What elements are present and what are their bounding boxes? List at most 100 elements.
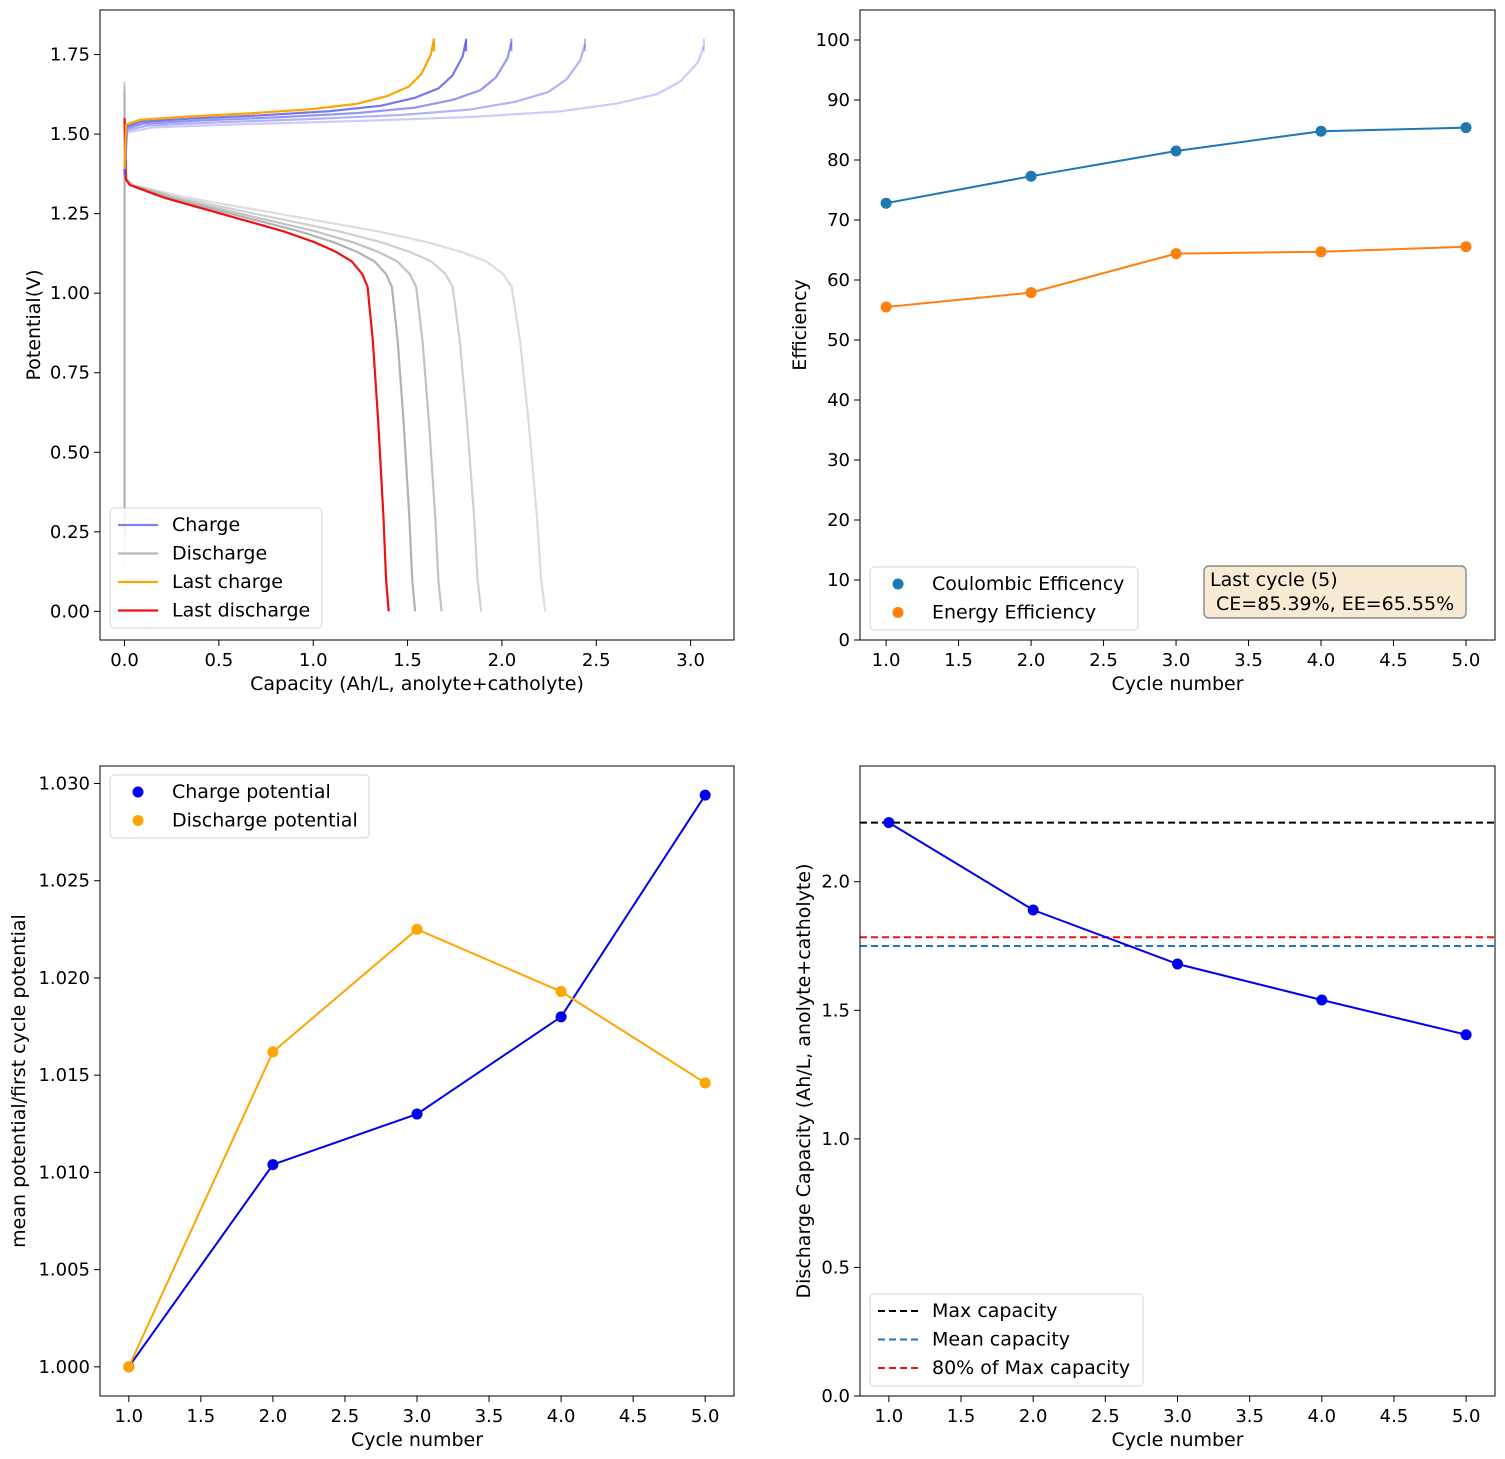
y-tick-label: 1.25 — [50, 204, 90, 225]
x-axis-label: Capacity (Ah/L, anolyte+catholyte) — [250, 673, 584, 695]
x-tick-label: 4.5 — [1379, 650, 1408, 671]
y-tick-label: 1.015 — [38, 1065, 90, 1086]
x-tick-label: 2.5 — [1089, 650, 1118, 671]
x-tick-label: 4.0 — [1307, 1406, 1336, 1427]
y-tick-label: 1.0 — [821, 1129, 850, 1150]
y-tick-label: 1.5 — [821, 1000, 850, 1021]
last-charge-curve — [123, 38, 436, 170]
legend-frame — [109, 507, 323, 629]
y-tick-label: 0.0 — [821, 1386, 850, 1407]
x-tick-label: 2.5 — [582, 650, 611, 671]
x-tick-label: 3.0 — [403, 1406, 432, 1427]
y-tick-label: 30 — [827, 450, 850, 471]
data-point — [699, 789, 711, 801]
y-tick-label: 90 — [827, 90, 850, 111]
x-tick-label: 2.0 — [259, 1406, 288, 1427]
y-tick-label: 0.75 — [50, 363, 90, 384]
charge-curve — [123, 44, 586, 175]
y-tick-label: 1.00 — [50, 283, 90, 304]
x-tick-label: 2.5 — [1091, 1406, 1120, 1427]
y-tick-label: 1.020 — [38, 968, 90, 989]
x-tick-label: 3.0 — [676, 650, 705, 671]
x-tick-label: 4.5 — [1380, 1406, 1409, 1427]
legend: Charge potential Discharge potential — [109, 774, 370, 839]
series-line-0 — [128, 794, 707, 1368]
legend: Charge Discharge Last charge Last discharge — [109, 507, 323, 629]
y-tick-label: 50 — [827, 330, 850, 351]
discharge-curve — [123, 118, 417, 612]
y-tick-label: 1.025 — [38, 871, 90, 892]
voltage-chart: 0.0 0.5 1.0 1.5 2.0 2.5 3.0 0.00 0.25 0.50 0.75 1.0… — [23, 9, 735, 695]
y-tick-label: 100 — [816, 30, 850, 51]
data-point — [1025, 287, 1037, 299]
y-axis-label: Potential(V) — [23, 269, 45, 380]
data-point — [1460, 241, 1472, 253]
x-tick-label: 1.5 — [187, 1406, 216, 1427]
y-tick-label: 80 — [827, 150, 850, 171]
annotation-line1: Last cycle (5) — [1210, 569, 1338, 591]
series-line-0 — [888, 821, 1467, 1036]
legend-label: Charge potential — [172, 781, 331, 803]
series-line-0 — [885, 126, 1467, 205]
y-tick-label: 40 — [827, 390, 850, 411]
legend-label: Discharge — [172, 543, 267, 565]
y-tick-label: 20 — [827, 510, 850, 531]
legend-label: Max capacity — [932, 1300, 1058, 1322]
x-tick-label: 1.5 — [944, 650, 973, 671]
data-point — [1460, 1029, 1472, 1041]
y-tick-label: 0.25 — [50, 522, 90, 543]
x-tick-label: 1.0 — [875, 1406, 904, 1427]
y-axis-label: Efficiency — [789, 279, 811, 371]
data-point — [1460, 122, 1472, 134]
x-tick-label: 1.0 — [872, 650, 901, 671]
data-point — [880, 197, 892, 209]
annotation-line2: CE=85.39%, EE=65.55% — [1210, 593, 1454, 615]
potential-ratio-chart: 1.0 1.5 2.0 2.5 3.0 3.5 4.0 4.5 5.0 1.000 1.005 1.0… — [8, 765, 735, 1451]
legend-label: Energy Efficiency — [932, 602, 1096, 624]
x-tick-label: 4.5 — [619, 1406, 648, 1427]
data-point — [1170, 145, 1182, 157]
x-tick-label: 0.5 — [205, 650, 234, 671]
charge-curve — [123, 45, 705, 177]
annotation-box — [1203, 565, 1467, 619]
charge-curve — [123, 40, 468, 172]
axes-frame — [859, 9, 1496, 641]
y-tick-label: 70 — [827, 210, 850, 231]
x-tick-label: 1.5 — [393, 650, 422, 671]
axes-frame — [99, 9, 735, 641]
data-point — [1315, 125, 1327, 137]
legend-frame — [869, 1293, 1144, 1387]
legend-label: Last charge — [172, 571, 283, 593]
data-point — [1172, 958, 1183, 970]
data-point — [1027, 904, 1039, 916]
x-tick-label: 4.0 — [1307, 650, 1336, 671]
last-discharge-curve — [123, 118, 390, 612]
legend-label: Coulombic Efficency — [932, 573, 1124, 595]
data-point — [411, 1108, 423, 1120]
legend-frame — [869, 566, 1139, 631]
discharge-curve — [123, 118, 483, 612]
y-tick-label: 1.030 — [38, 774, 90, 795]
x-tick-label: 3.5 — [475, 1406, 504, 1427]
x-tick-label: 2.0 — [488, 650, 517, 671]
y-tick-label: 0.00 — [50, 601, 90, 622]
x-tick-label: 3.0 — [1162, 650, 1191, 671]
y-tick-label: 1.005 — [38, 1260, 90, 1281]
x-tick-label: 5.0 — [1452, 650, 1481, 671]
x-tick-label: 2.5 — [331, 1406, 360, 1427]
last-cycle-annotation: Last cycle (5) CE=85.39%, EE=65.55% — [1203, 565, 1467, 619]
x-tick-label: 1.5 — [947, 1406, 976, 1427]
y-tick-label: 0.5 — [821, 1257, 850, 1278]
y-tick-label: 1.010 — [38, 1162, 90, 1183]
data-point — [123, 1361, 135, 1373]
data-point — [267, 1046, 279, 1058]
x-tick-label: 2.0 — [1019, 1406, 1048, 1427]
y-axis-label: Discharge Capacity (Ah/L, anolyte+cathol… — [793, 864, 815, 1299]
legend: Max capacity Mean capacity 80% of Max capa… — [869, 1293, 1144, 1387]
data-point — [880, 301, 892, 313]
data-point — [1315, 246, 1327, 258]
legend-frame — [109, 774, 370, 839]
x-tick-label: 5.0 — [691, 1406, 720, 1427]
x-axis-label: Cycle number — [351, 1429, 483, 1451]
y-axis-label: mean potential/first cycle potential — [8, 914, 30, 1248]
